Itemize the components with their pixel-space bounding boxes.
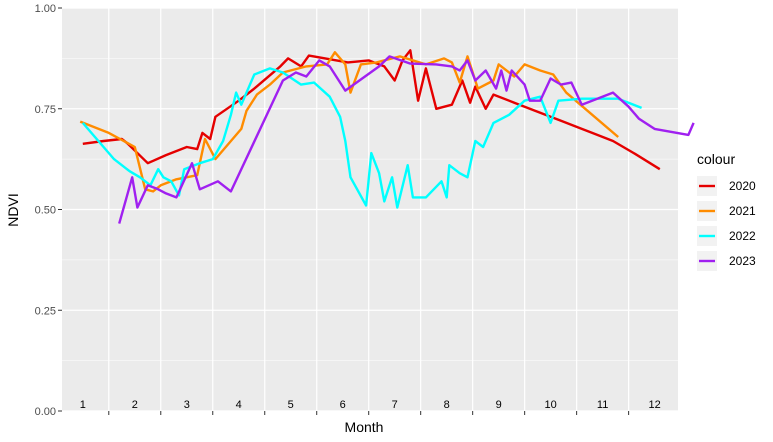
series-lines — [79, 49, 695, 224]
month-label: 3 — [184, 399, 190, 411]
legend-title: colour — [697, 151, 735, 167]
y-tick-label: 0.75 — [35, 104, 56, 116]
series-line-2020 — [82, 49, 661, 171]
legend-label-2023: 2023 — [729, 254, 756, 268]
month-label: 6 — [340, 399, 346, 411]
y-tick-label: 0.25 — [35, 305, 56, 317]
y-tick-label: 0.00 — [35, 406, 56, 418]
legend-label-2022: 2022 — [729, 229, 756, 243]
month-label: 4 — [236, 399, 242, 411]
month-label: 7 — [392, 399, 398, 411]
legend: colour 2020 2021 2022 2023 — [697, 151, 756, 271]
y-axis-title: NDVI — [5, 193, 21, 226]
month-label: 10 — [545, 399, 557, 411]
y-tick-label: 0.50 — [35, 205, 56, 217]
legend-label-2021: 2021 — [729, 204, 756, 218]
month-label: 11 — [597, 399, 608, 411]
month-label: 1 — [80, 399, 86, 411]
legend-label-2020: 2020 — [729, 179, 756, 193]
x-axis: 1 2 3 4 5 6 7 8 9 10 11 12 — [80, 399, 661, 415]
series-line-2023 — [118, 55, 695, 224]
x-axis-title: Month — [345, 419, 384, 435]
y-tick-label: 1.00 — [35, 3, 56, 15]
month-label: 5 — [288, 399, 294, 411]
month-label: 2 — [132, 399, 138, 411]
grid-lines — [62, 7, 678, 412]
month-label: 8 — [444, 399, 450, 411]
month-label: 9 — [496, 399, 502, 411]
y-axis: 0.00 0.25 0.50 0.75 1.00 — [35, 3, 62, 418]
month-label: 12 — [648, 399, 660, 411]
series-line-2021 — [79, 51, 619, 193]
